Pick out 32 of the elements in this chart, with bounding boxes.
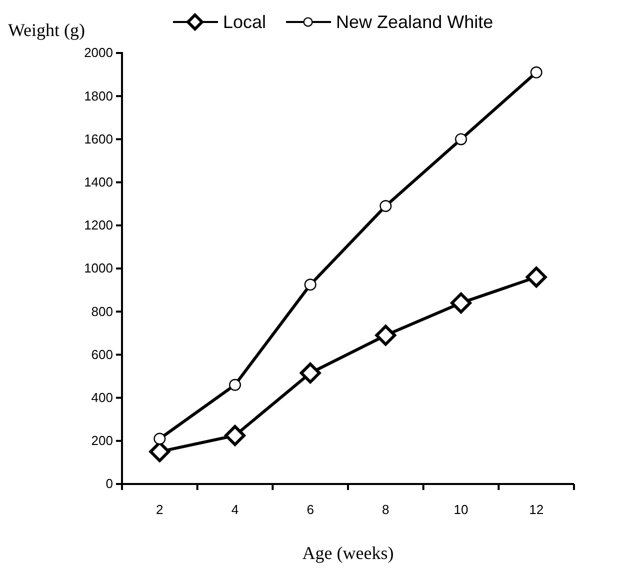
y-tick-label: 400: [91, 390, 113, 405]
y-tick-label: 0: [106, 476, 113, 492]
y-tick-label: 2000: [84, 45, 113, 60]
x-axis-title: Age (weeks): [302, 543, 394, 563]
point: [380, 200, 392, 212]
point: [450, 292, 472, 314]
point: [375, 324, 396, 346]
y-tick-label: 800: [91, 304, 113, 319]
point: [455, 133, 467, 146]
x-tick-label: 2: [156, 502, 164, 517]
y-tick-label: 600: [91, 346, 113, 362]
point: [300, 362, 321, 384]
legend-label: Local: [223, 12, 266, 32]
point: [530, 66, 542, 78]
y-axis-title: Weight (g): [8, 20, 86, 40]
x-tick-label: 4: [231, 502, 239, 517]
x-tick-label: 12: [529, 502, 544, 517]
legend-label: New Zealand White: [336, 12, 494, 32]
y-tick-label: 1400: [84, 174, 113, 190]
x-tick-label: 8: [382, 502, 390, 517]
point: [224, 425, 246, 446]
y-tick-label: 1800: [84, 88, 113, 104]
y-tick-label: 1600: [84, 131, 113, 146]
y-tick-label: 1200: [84, 218, 113, 233]
point: [229, 378, 241, 391]
x-tick-label: 10: [454, 502, 468, 517]
point: [526, 266, 547, 288]
y-tick-label: 1000: [84, 260, 113, 276]
y-tick-label: 200: [91, 433, 113, 448]
point: [154, 432, 166, 445]
x-tick-label: 6: [306, 502, 314, 517]
point: [304, 278, 316, 291]
